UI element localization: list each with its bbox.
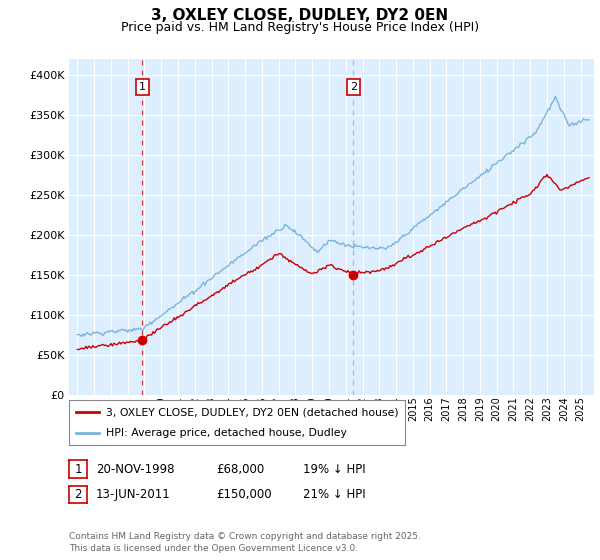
Text: 1: 1 bbox=[139, 82, 146, 92]
Text: Price paid vs. HM Land Registry's House Price Index (HPI): Price paid vs. HM Land Registry's House … bbox=[121, 21, 479, 34]
Text: 2: 2 bbox=[350, 82, 357, 92]
Text: £150,000: £150,000 bbox=[216, 488, 272, 501]
Text: HPI: Average price, detached house, Dudley: HPI: Average price, detached house, Dudl… bbox=[106, 428, 347, 438]
Text: £68,000: £68,000 bbox=[216, 463, 264, 476]
Text: 13-JUN-2011: 13-JUN-2011 bbox=[96, 488, 171, 501]
Text: Contains HM Land Registry data © Crown copyright and database right 2025.
This d: Contains HM Land Registry data © Crown c… bbox=[69, 532, 421, 553]
Text: 3, OXLEY CLOSE, DUDLEY, DY2 0EN: 3, OXLEY CLOSE, DUDLEY, DY2 0EN bbox=[151, 8, 449, 24]
Text: 3, OXLEY CLOSE, DUDLEY, DY2 0EN (detached house): 3, OXLEY CLOSE, DUDLEY, DY2 0EN (detache… bbox=[106, 408, 398, 418]
Text: 21% ↓ HPI: 21% ↓ HPI bbox=[303, 488, 365, 501]
Text: 1: 1 bbox=[74, 463, 82, 476]
Text: 19% ↓ HPI: 19% ↓ HPI bbox=[303, 463, 365, 476]
Text: 2: 2 bbox=[74, 488, 82, 501]
Text: 20-NOV-1998: 20-NOV-1998 bbox=[96, 463, 175, 476]
